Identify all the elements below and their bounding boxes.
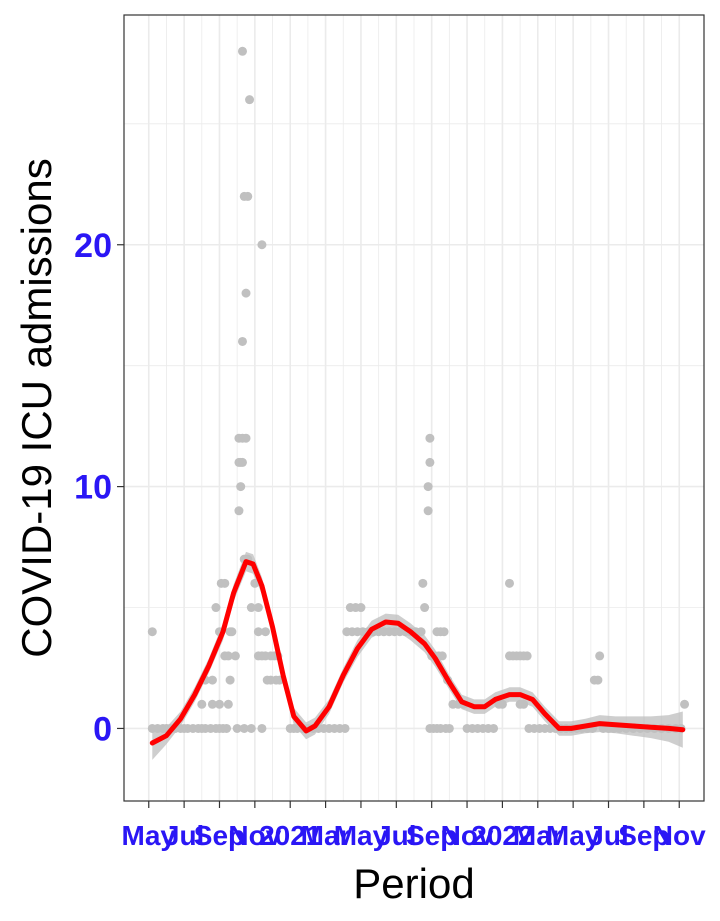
x-tick-label: Mar [513, 820, 563, 851]
y-tick-label: 20 [74, 227, 112, 265]
x-tick-label: 2021 [259, 820, 321, 851]
x-tick-label: Jul [588, 820, 628, 851]
data-point [497, 699, 507, 709]
data-point [239, 723, 249, 733]
data-point [207, 675, 217, 685]
x-tick-label: May [334, 820, 389, 851]
data-point [223, 651, 233, 661]
y-tick-labels: 0 10 20 [74, 227, 112, 749]
data-point [220, 578, 230, 588]
y-tick-label: 0 [93, 710, 112, 748]
data-point [225, 675, 235, 685]
data-point [257, 723, 267, 733]
x-tick-label: Jul [164, 820, 204, 851]
data-point [416, 627, 426, 637]
x-tick-label: Sep [406, 820, 457, 851]
data-point [234, 506, 244, 516]
data-point [489, 723, 499, 733]
data-point [245, 95, 255, 105]
data-point [237, 46, 247, 56]
data-point [232, 723, 242, 733]
data-point [595, 651, 605, 661]
x-tick-label: Mar [301, 820, 351, 851]
data-point [222, 723, 232, 733]
data-point [211, 603, 221, 613]
x-tick-label: Sep [194, 820, 245, 851]
x-tick-label: Sep [618, 820, 669, 851]
data-point [250, 578, 260, 588]
data-point [522, 651, 532, 661]
data-point [207, 699, 217, 709]
data-point [437, 651, 447, 661]
data-point [519, 699, 529, 709]
y-tick-label: 10 [74, 469, 112, 507]
x-tick-labels: MayJulSepNov2021MarMayJulSepNov2022MarMa… [122, 820, 707, 851]
data-point [425, 457, 435, 467]
data-point [257, 240, 267, 250]
data-point [241, 288, 251, 298]
data-point [253, 627, 263, 637]
data-point [147, 627, 157, 637]
data-point [197, 699, 207, 709]
data-point [593, 675, 603, 685]
data-point [260, 627, 270, 637]
data-point [253, 603, 263, 613]
data-point [230, 651, 240, 661]
y-axis-title: COVID-19 ICU admissions [13, 158, 60, 657]
data-point [439, 627, 449, 637]
data-point [246, 723, 256, 733]
data-point [444, 723, 454, 733]
data-point [214, 699, 224, 709]
data-point [227, 627, 237, 637]
data-point [423, 506, 433, 516]
smooth-line-layer [149, 559, 686, 746]
data-point [241, 433, 251, 443]
data-point [680, 699, 690, 709]
data-point [356, 603, 366, 613]
data-point [425, 433, 435, 443]
data-point [243, 191, 253, 201]
data-point [223, 699, 233, 709]
axis-ticks [117, 244, 680, 808]
data-point [418, 578, 428, 588]
x-tick-label: Nov [653, 820, 706, 851]
x-tick-label: Nov [441, 820, 494, 851]
x-tick-label: May [122, 820, 177, 851]
data-point [246, 603, 256, 613]
x-tick-label: 2022 [471, 820, 533, 851]
grid-lines [124, 15, 704, 801]
data-point [237, 336, 247, 346]
x-tick-label: Jul [376, 820, 416, 851]
data-point [423, 482, 433, 492]
data-point [340, 723, 350, 733]
x-tick-label: May [546, 820, 601, 851]
x-tick-label: Nov [228, 820, 281, 851]
data-point [420, 603, 430, 613]
smooth-line [149, 559, 686, 746]
data-point [504, 578, 514, 588]
plot-panel-border [123, 14, 705, 802]
data-point [236, 482, 246, 492]
data-point [237, 457, 247, 467]
x-axis-title: Period [353, 860, 474, 907]
